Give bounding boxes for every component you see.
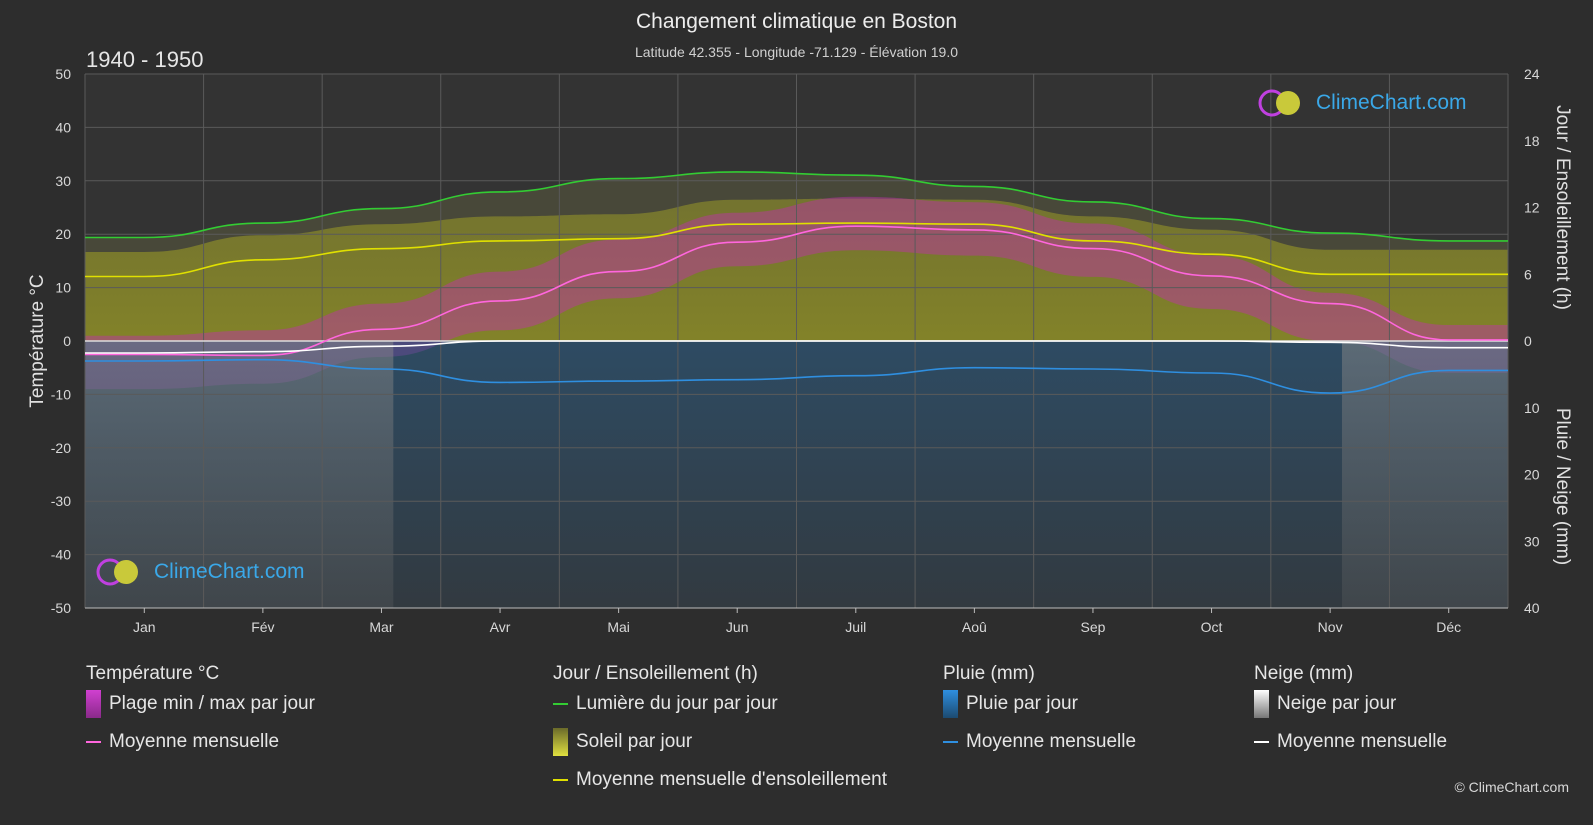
y-tick-label: -20	[51, 440, 71, 456]
legend-label: Plage min / max par jour	[109, 693, 315, 714]
swatch	[1254, 690, 1269, 718]
y-tick-label: 0	[63, 333, 71, 349]
legend-item: Moyenne mensuelle d'ensoleillement	[553, 761, 887, 799]
legend-label: Moyenne mensuelle	[966, 731, 1137, 752]
legend-item: Moyenne mensuelle	[1254, 723, 1447, 761]
x-tick-label: Déc	[1436, 619, 1461, 635]
legend-label: Soleil par jour	[576, 731, 693, 752]
legend-label: Moyenne mensuelle d'ensoleillement	[576, 769, 887, 790]
y3-tick-label: 30	[1524, 533, 1540, 549]
y-tick-label: -10	[51, 386, 71, 402]
y-tick-label: 20	[55, 226, 71, 242]
snow-mean-line	[85, 340, 1509, 354]
temperature-mean-line	[85, 225, 1508, 357]
x-tick-label: Juil	[845, 619, 866, 635]
snow-area-start	[85, 341, 394, 608]
legend-item: Pluie par jour	[943, 685, 1136, 723]
y2-tick-label: 12	[1524, 200, 1540, 216]
chart-subtitle: Latitude 42.355 - Longitude -71.129 - Él…	[634, 44, 959, 60]
x-tick-label: Oct	[1201, 619, 1223, 635]
legend-label: Moyenne mensuelle	[1277, 731, 1448, 752]
swatch	[943, 690, 958, 718]
rain-mean-line	[85, 358, 1508, 394]
y-tick-label: -50	[51, 600, 71, 616]
legend-rain: Pluie (mm) Pluie par jour Moyenne mensue…	[943, 663, 1136, 761]
legend-item: Plage min / max par jour	[86, 685, 315, 723]
logo-top[interactable]: ClimeChart.com	[1258, 88, 1467, 118]
x-tick-label: Jun	[726, 619, 749, 635]
chart-title: Changement climatique en Boston	[635, 10, 958, 33]
y3-tick-label: 10	[1524, 400, 1540, 416]
legend-title: Pluie (mm)	[943, 663, 1035, 684]
x-tick-label: Nov	[1318, 619, 1343, 635]
y2-tick-label: 6	[1524, 266, 1532, 282]
climate-chart: 50 40 30 20 10 0 -10 -20 -30 -40 -50 24 18 12 6 0 10 20 30…	[27, 66, 1573, 635]
logo-icon	[96, 558, 138, 586]
x-tick-label: Jan	[133, 619, 156, 635]
logo-icon	[1258, 89, 1300, 117]
legend-snow: Neige (mm) Neige par jour Moyenne mensue…	[1254, 663, 1447, 761]
copyright: © ClimeChart.com	[1454, 779, 1569, 795]
legend-title: Jour / Ensoleillement (h)	[553, 663, 758, 684]
legend-label: Pluie par jour	[966, 693, 1078, 714]
period-label: 1940 - 1950	[86, 47, 204, 72]
y2-axis-label: Jour / Ensoleillement (h)	[1552, 105, 1573, 310]
legend-item: Soleil par jour	[553, 723, 887, 761]
y-tick-label: 40	[55, 119, 71, 135]
y-tick-label: -40	[51, 547, 71, 563]
legend-label: Neige par jour	[1277, 693, 1397, 714]
legend-title: Température °C	[86, 663, 220, 684]
y2-tick-label: 24	[1524, 66, 1540, 82]
x-tick-label: Avr	[490, 619, 511, 635]
x-tick-label: Mai	[607, 619, 630, 635]
logo-text: ClimeChart.com	[1316, 91, 1467, 114]
legend-title: Neige (mm)	[1254, 663, 1354, 684]
logo-bottom[interactable]: ClimeChart.com	[96, 557, 305, 587]
sunshine-mean-line	[85, 222, 1508, 278]
y-tick-label: -30	[51, 493, 71, 509]
logo-text: ClimeChart.com	[154, 560, 305, 583]
legend-item: Moyenne mensuelle	[943, 723, 1136, 761]
swatch	[553, 703, 568, 705]
swatch	[943, 741, 958, 743]
y-tick-label: 30	[55, 173, 71, 189]
y3-axis-label: Pluie / Neige (mm)	[1552, 408, 1573, 565]
y3-tick-label: 20	[1524, 467, 1540, 483]
x-tick-label: Mar	[369, 619, 393, 635]
legend-label: Moyenne mensuelle	[109, 731, 280, 752]
legend-label: Lumière du jour par jour	[576, 693, 778, 714]
swatch	[553, 779, 568, 781]
legend-temperature: Température °C Plage min / max par jour …	[86, 663, 315, 761]
swatch	[86, 741, 101, 743]
y-tick-label: 50	[55, 66, 71, 82]
x-tick-label: Aoû	[962, 619, 987, 635]
y2-tick-label: 18	[1524, 133, 1540, 149]
swatch	[1254, 741, 1269, 743]
legend-sun: Jour / Ensoleillement (h) Lumière du jou…	[553, 663, 887, 799]
y-tick-label: 10	[55, 280, 71, 296]
daylight-line	[84, 171, 1508, 242]
legend-item: Lumière du jour par jour	[553, 685, 887, 723]
x-tick-label: Sep	[1080, 619, 1105, 635]
legend-item: Neige par jour	[1254, 685, 1447, 723]
y-axis-label: Température °C	[27, 274, 48, 407]
legend-item: Moyenne mensuelle	[86, 723, 315, 761]
snow-area-end	[1341, 341, 1508, 608]
swatch	[86, 690, 101, 718]
x-tick-label: Fév	[251, 619, 274, 635]
swatch	[553, 728, 568, 756]
y2-tick-label: 0	[1524, 333, 1532, 349]
y3-tick-label: 40	[1524, 600, 1540, 616]
